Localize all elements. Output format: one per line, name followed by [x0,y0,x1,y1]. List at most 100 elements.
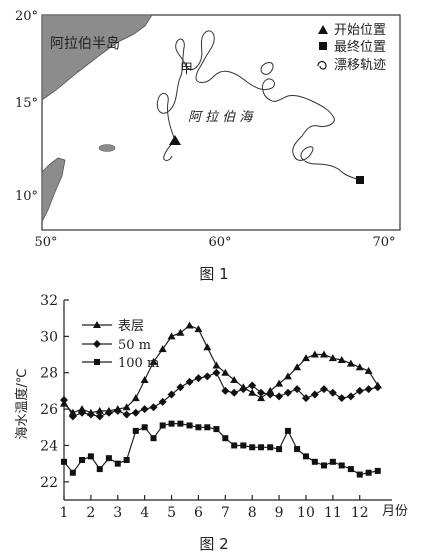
data-point-surface [78,405,87,413]
data-point-50m [68,412,77,421]
data-point-100m [347,466,354,473]
data-point-surface [364,366,373,374]
data-point-surface [167,332,176,340]
data-point-100m [311,458,318,465]
data-point-50m [212,368,221,377]
y-ticks: 22 24 26 28 30 32 [40,293,69,491]
island [98,144,116,152]
x-axis-unit-label: 月份 [382,504,408,519]
data-point-50m [319,385,328,394]
data-point-50m [230,388,239,397]
data-point-surface [337,356,346,363]
data-point-50m [310,390,319,399]
data-point-surface [346,359,355,367]
legend-end-label: 最终位置 [334,39,386,55]
map-figure: 甲 阿拉伯半岛 阿 拉 伯 海 20° 15° 10° 50° 60° 70° … [15,9,401,283]
data-point-100m [204,424,211,431]
legend-series-100m-label: 100 m [118,356,159,371]
data-point-50m [239,385,248,394]
data-point-50m [364,385,373,394]
start-position-marker [169,135,181,145]
data-point-100m [105,455,112,462]
data-point-100m [258,444,265,451]
x-tick-label: 7 [221,505,230,521]
data-point-100m [177,420,184,427]
data-point-50m [257,388,266,397]
y-tick-label: 22 [40,475,58,491]
lon-label-70: 70° [372,235,395,250]
data-point-50m [86,410,95,419]
series-line-100m [63,423,378,476]
peninsula-label: 阿拉伯半岛 [50,36,120,52]
y-tick-label: 28 [40,366,58,382]
data-point-100m [302,453,309,460]
y-tick-label: 30 [40,329,58,345]
data-point-100m [87,453,94,460]
data-point-surface [355,363,364,371]
data-point-surface [221,368,230,376]
data-point-50m [337,394,346,403]
data-point-100m [231,442,238,449]
data-point-100m [114,460,121,467]
series-line-surface [63,324,379,414]
data-point-50m [78,408,87,417]
legend-end-icon [319,42,327,50]
data-point-100m [267,444,274,451]
legend-series-50m-marker [93,340,101,348]
x-tick-label: 3 [113,505,122,521]
y-tick-label: 26 [40,402,58,418]
data-point-100m [141,424,148,431]
x-tick-label: 11 [324,505,342,521]
data-point-surface [275,379,284,387]
data-point-50m [167,390,176,399]
data-point-surface [301,354,310,362]
sea-label: 阿 拉 伯 海 [188,109,254,125]
data-point-100m [365,469,372,476]
y-tick-label: 32 [40,293,58,309]
drift-track [156,30,361,181]
data-point-100m [329,458,336,465]
data-point-100m [356,471,363,478]
data-point-50m [149,403,158,412]
data-point-surface [293,363,302,371]
data-point-surface [140,376,149,383]
data-point-50m [95,412,104,421]
figure1-caption: 图 1 [199,265,228,283]
data-point-surface [176,328,185,336]
data-point-surface [131,394,140,402]
data-point-100m [195,424,202,431]
data-point-100m [61,458,67,465]
legend-start-label: 开始位置 [334,23,386,38]
data-point-50m [283,388,292,397]
data-point-100m [320,462,327,469]
africa-land [41,157,66,223]
end-position-marker [356,176,364,184]
legend-series-surface-label: 表层 [118,319,144,334]
data-point-50m [203,372,212,381]
y-tick-label: 24 [40,438,58,454]
data-point-50m [104,408,113,417]
data-point-50m [275,392,284,401]
data-point-100m [168,420,175,427]
data-point-surface [248,388,257,396]
x-tick-label: 4 [140,505,149,521]
data-point-surface [122,403,131,411]
x-tick-label: 12 [351,505,369,521]
legend-series-100m-marker [94,359,100,365]
data-point-100m [79,457,86,463]
data-point-50m [194,374,203,383]
data-point-50m [131,408,140,417]
data-point-surface [203,343,212,351]
lon-label-50: 50° [34,235,57,250]
data-point-100m [213,426,220,433]
data-point-50m [185,377,194,386]
data-point-surface [310,350,319,358]
data-point-50m [158,397,167,406]
data-point-100m [276,446,283,453]
arabian-peninsula-land [41,14,153,101]
data-point-100m [132,427,139,434]
data-point-100m [96,466,103,473]
drift-track-loop [260,62,274,75]
